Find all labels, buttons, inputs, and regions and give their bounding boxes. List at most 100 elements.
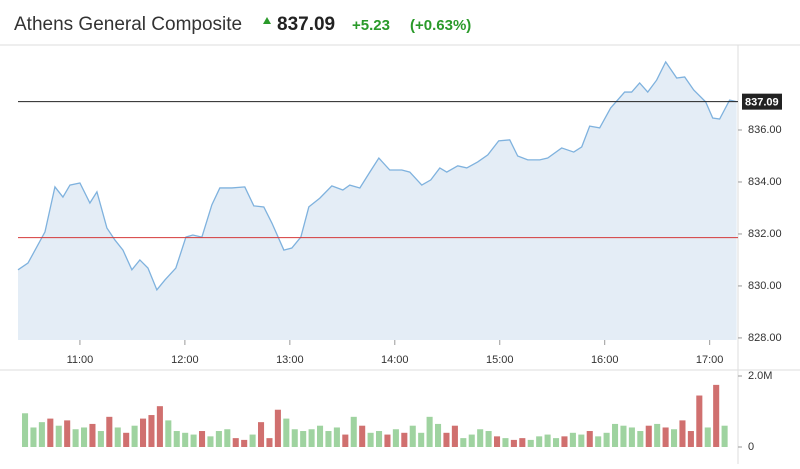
x-tick-label: 15:00 — [486, 354, 514, 366]
volume-bar — [182, 432, 189, 447]
volume-bar — [586, 431, 593, 447]
y-tick-label: 828.00 — [748, 332, 782, 344]
volume-bar — [215, 431, 222, 447]
volume-bar — [266, 438, 273, 447]
price: 837.09 — [277, 14, 335, 35]
volume-bar — [190, 434, 197, 447]
change-pct: (+0.63%) — [410, 17, 471, 34]
volume-bar — [72, 429, 79, 447]
y-tick-label: 834.00 — [748, 176, 782, 188]
volume-bar — [359, 425, 366, 447]
volume-bar — [612, 423, 619, 447]
volume-bar — [300, 431, 307, 447]
volume-bar — [97, 431, 104, 447]
volume-bar — [502, 438, 509, 447]
volume-bar — [114, 427, 121, 447]
volume-bar — [460, 438, 467, 447]
volume-bar — [451, 425, 458, 447]
volume-bar — [333, 427, 340, 447]
volume-bar — [123, 432, 130, 447]
volume-bar — [258, 422, 265, 447]
volume-bar — [409, 425, 416, 447]
area — [18, 61, 737, 340]
last-price-label: 837.09 — [745, 97, 779, 109]
volume-bar — [384, 434, 391, 447]
volume-bar — [418, 432, 425, 447]
volume-bar — [89, 423, 96, 447]
volume-bar — [173, 431, 180, 447]
volume-bar — [687, 431, 694, 447]
volume-bar — [38, 422, 45, 447]
volume-bar — [165, 420, 172, 447]
volume-bar — [671, 429, 678, 447]
y-tick-label: 830.00 — [748, 280, 782, 292]
volume-bar — [536, 436, 543, 447]
volume-bar — [443, 432, 450, 447]
change: +5.23 — [352, 17, 390, 34]
last-price-tag — [742, 93, 782, 110]
volume-bar — [22, 413, 29, 447]
volume-bar — [435, 423, 442, 447]
y-tick-label: 836.00 — [748, 124, 782, 136]
volume-bar — [544, 434, 551, 447]
x-tick-label: 14:00 — [381, 354, 409, 366]
volume-bar — [342, 434, 349, 447]
volume-bar — [527, 439, 534, 447]
volume-bar — [207, 436, 214, 447]
volume-bar — [637, 431, 644, 447]
volume-bar — [308, 429, 315, 447]
volume-bar — [274, 409, 281, 447]
volume-bar — [603, 432, 610, 447]
volume-bar — [628, 427, 635, 447]
volume-tick-label: 0 — [748, 441, 754, 453]
volume-bar — [561, 436, 568, 447]
volume-bar — [148, 415, 155, 447]
x-tick-label: 17:00 — [696, 354, 724, 366]
up-arrow — [263, 17, 271, 24]
volume-bar — [510, 439, 517, 447]
volume-bar — [30, 427, 37, 447]
volume-bar — [477, 429, 484, 447]
volume-bar — [392, 429, 399, 447]
volume-bar — [595, 436, 602, 447]
volume-bar — [721, 425, 728, 447]
volume-bar — [291, 429, 298, 447]
volume-bar — [662, 427, 669, 447]
chart-title: Athens General Composite — [14, 14, 242, 35]
volume-bar — [131, 425, 138, 447]
volume-bar — [325, 431, 332, 447]
volume-bar — [704, 427, 711, 447]
volume-bar — [519, 438, 526, 447]
volume-bar — [232, 438, 239, 447]
volume-bar — [55, 425, 62, 447]
volume-bar — [350, 416, 357, 447]
volume-bar — [578, 434, 585, 447]
volume-bar — [713, 384, 720, 447]
volume-bar — [64, 420, 71, 447]
volume-bar — [241, 439, 248, 447]
volume-bar — [317, 425, 324, 447]
volume-tick-label: 2.0M — [748, 370, 772, 382]
volume-bar — [468, 434, 475, 447]
volume-bar — [654, 423, 661, 447]
volume-bar — [494, 436, 501, 447]
volume-bar — [679, 420, 686, 447]
x-tick-label: 12:00 — [171, 354, 199, 366]
x-tick-label: 13:00 — [276, 354, 304, 366]
volume-bar — [696, 395, 703, 447]
line — [17, 60, 737, 292]
volume-bar — [199, 431, 206, 447]
volume-bar — [283, 418, 290, 447]
volume-bar — [569, 432, 576, 447]
volume-bar — [156, 406, 163, 447]
volume-bar — [553, 438, 560, 447]
volume-bar — [367, 432, 374, 447]
volume-bar — [81, 427, 88, 447]
volume-bar — [47, 418, 54, 447]
volume-bar — [485, 431, 492, 447]
volume-bar — [376, 431, 383, 447]
volume-bar — [620, 425, 627, 447]
volume-bar — [106, 416, 113, 447]
